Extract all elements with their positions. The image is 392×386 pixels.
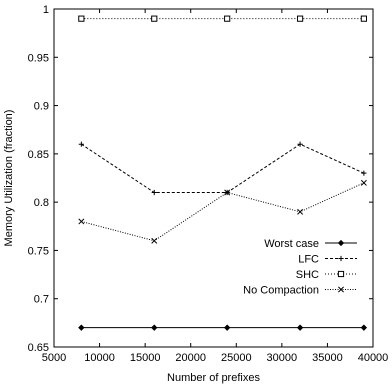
x-tick-label: 40000	[358, 352, 389, 364]
legend-label: Worst case	[264, 238, 319, 250]
legend-item: SHC	[296, 269, 357, 281]
series-line	[81, 143, 365, 193]
data-point	[151, 237, 158, 244]
data-point	[151, 189, 157, 196]
data-point	[360, 15, 367, 22]
y-tick-label: 0.75	[28, 245, 49, 257]
legend-item: Worst case	[264, 238, 357, 250]
x-tick-label: 35000	[312, 352, 343, 364]
data-point	[296, 324, 304, 331]
series-0	[78, 324, 368, 331]
legend-item: LFC	[298, 254, 357, 266]
data-point	[78, 218, 85, 225]
x-axis-label: Number of prefixes	[167, 372, 260, 384]
y-tick-label: 0.85	[28, 149, 49, 161]
data-point	[151, 324, 158, 331]
x-tick-label: 20000	[175, 352, 206, 364]
legend-item: No Compaction	[243, 285, 357, 297]
legend-label: LFC	[298, 254, 319, 266]
y-tick-label: 1	[43, 4, 49, 16]
series-3	[78, 179, 367, 244]
data-point	[224, 189, 231, 196]
x-tick-label: 25000	[221, 352, 252, 364]
y-tick-label: 0.95	[28, 52, 49, 64]
data-point	[337, 270, 345, 278]
x-tick-label: 5000	[42, 352, 66, 364]
x-tick-label: 15000	[130, 352, 161, 364]
data-point	[297, 141, 303, 147]
legend-label: SHC	[296, 269, 319, 281]
data-point	[224, 324, 231, 331]
x-tick-label: 30000	[267, 352, 298, 364]
x-tick-label: 10000	[84, 352, 115, 364]
series-2	[78, 15, 367, 22]
series-line	[81, 182, 365, 242]
y-tick-label: 0.65	[28, 342, 49, 354]
data-point	[296, 15, 304, 22]
data-point	[338, 255, 344, 262]
y-tick-label: 0.9	[34, 101, 49, 113]
data-point	[297, 208, 304, 215]
data-point	[151, 15, 158, 22]
data-point	[224, 15, 231, 22]
data-point	[337, 239, 345, 247]
data-point	[360, 179, 367, 186]
y-tick-label: 0.8	[34, 197, 49, 209]
y-axis-label: Memory Utilization (fraction)	[3, 110, 15, 247]
data-point	[78, 324, 85, 331]
y-tick-label: 0.7	[34, 294, 49, 306]
axis-ticks: 5000 10000 15000 20000 25000 30000 35000 40000 0…	[28, 4, 389, 364]
data-point	[78, 15, 85, 22]
legend: Worst case LFC SHC No Compaction	[243, 238, 357, 297]
plot-frame	[53, 8, 374, 348]
data-point	[338, 286, 344, 293]
data-point	[361, 170, 367, 176]
legend-label: No Compaction	[243, 285, 319, 297]
series-1	[78, 141, 367, 196]
series-lines	[78, 15, 368, 331]
data-point	[78, 141, 84, 147]
data-point	[360, 324, 368, 331]
